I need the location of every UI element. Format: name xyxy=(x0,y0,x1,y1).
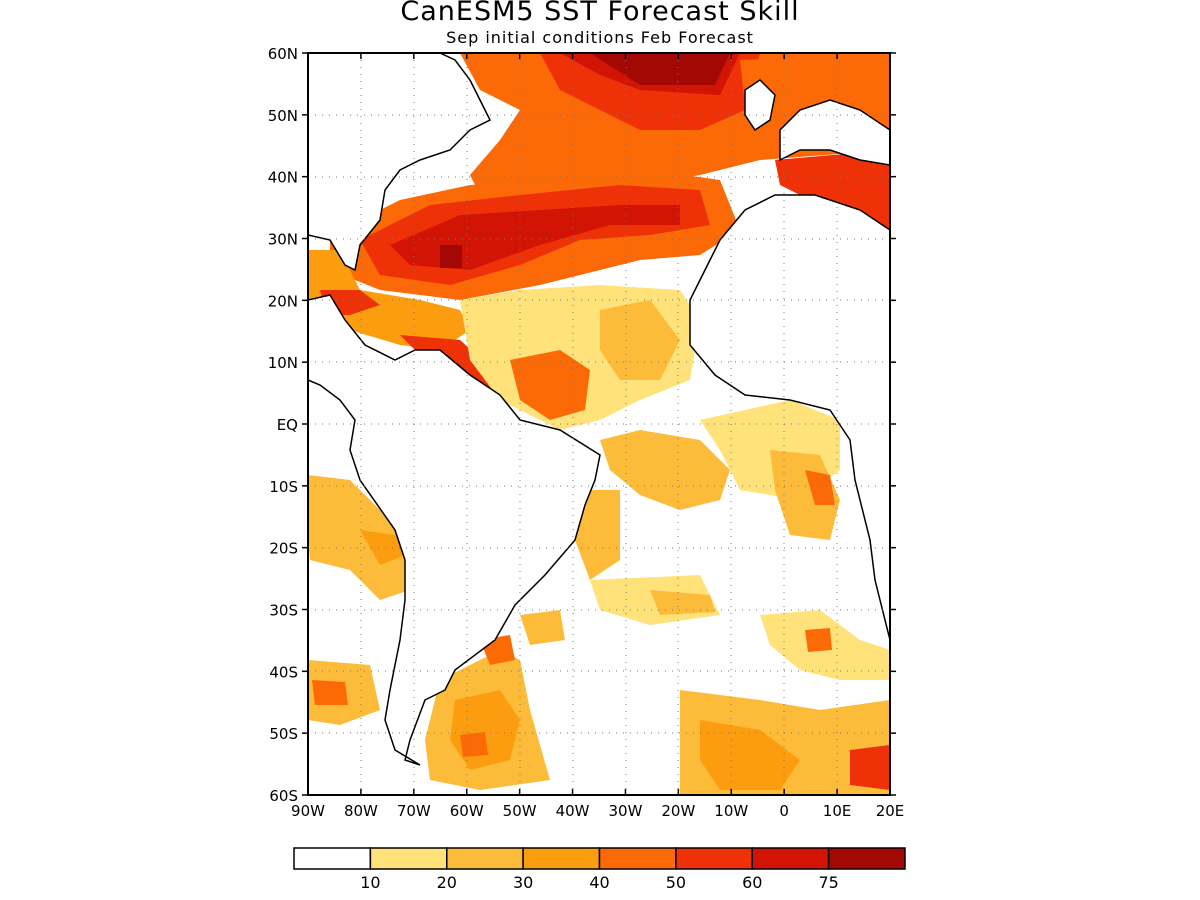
lat-tick-label: 20S xyxy=(269,540,298,558)
colorbar-swatch xyxy=(522,847,601,870)
colorbar: 10 20 30 40 50 60 75 xyxy=(293,847,906,892)
map-subtitle: Sep initial conditions Feb Forecast xyxy=(446,28,754,47)
colorbar-label: 75 xyxy=(818,873,838,892)
map-title: CanESM5 SST Forecast Skill xyxy=(400,0,800,27)
lat-tick-label: 10N xyxy=(268,354,298,372)
colorbar-label: 20 xyxy=(437,873,457,892)
lat-tick-label: EQ xyxy=(277,416,298,434)
lat-tick-label: 40S xyxy=(269,663,298,681)
lon-tick-label: 70W xyxy=(397,802,431,820)
coastlines xyxy=(308,53,890,766)
europe-landmass xyxy=(779,99,890,166)
grid xyxy=(308,53,890,795)
colorbar-label: 60 xyxy=(742,873,762,892)
lon-tick-label: 60W xyxy=(450,802,484,820)
lon-tick-label: 20W xyxy=(661,802,695,820)
lon-tick-label: 10E xyxy=(823,802,852,820)
north-america-landmass xyxy=(308,53,492,272)
lat-tick-label: 30N xyxy=(268,231,298,249)
lat-tick-label: 20N xyxy=(268,292,298,310)
colorbar-label: 10 xyxy=(360,873,380,892)
british-isles-landmass xyxy=(744,79,776,132)
lon-tick-label: 10W xyxy=(714,802,748,820)
lat-tick-label: 10S xyxy=(269,478,298,496)
colorbar-swatch xyxy=(446,847,524,870)
colorbar-label: 30 xyxy=(513,873,533,892)
lon-tick-label: 30W xyxy=(608,802,642,820)
colorbar-swatch xyxy=(369,847,448,870)
colorbar-swatch xyxy=(827,847,906,870)
lat-tick-label: 50S xyxy=(269,725,298,743)
axis-ticks: 60N 50N 40N 30N 20N 10N EQ 10S 20S 30S 40S 50S 60S90… xyxy=(268,45,905,820)
colorbar-label: 50 xyxy=(666,873,686,892)
lon-tick-label: 40W xyxy=(556,802,590,820)
south-america-landmass xyxy=(308,294,601,766)
lat-tick-label: 30S xyxy=(269,602,298,620)
lat-tick-label: 40N xyxy=(268,169,298,187)
lat-tick-label: 60N xyxy=(268,45,298,63)
lat-tick-label: 60S xyxy=(269,787,298,805)
colorbar-swatch xyxy=(293,847,372,870)
lon-tick-label: 50W xyxy=(503,802,537,820)
colorbar-swatch xyxy=(675,847,753,870)
colorbar-swatch xyxy=(598,847,677,870)
colorbar-label: 40 xyxy=(589,873,609,892)
lon-tick-label: 20E xyxy=(876,802,905,820)
lon-tick-label: 90W xyxy=(291,802,325,820)
lat-tick-label: 50N xyxy=(268,107,298,125)
lon-tick-label: 0 xyxy=(779,802,789,820)
lon-tick-label: 80W xyxy=(344,802,378,820)
colorbar-swatch xyxy=(751,847,830,870)
africa-landmass xyxy=(689,194,890,641)
